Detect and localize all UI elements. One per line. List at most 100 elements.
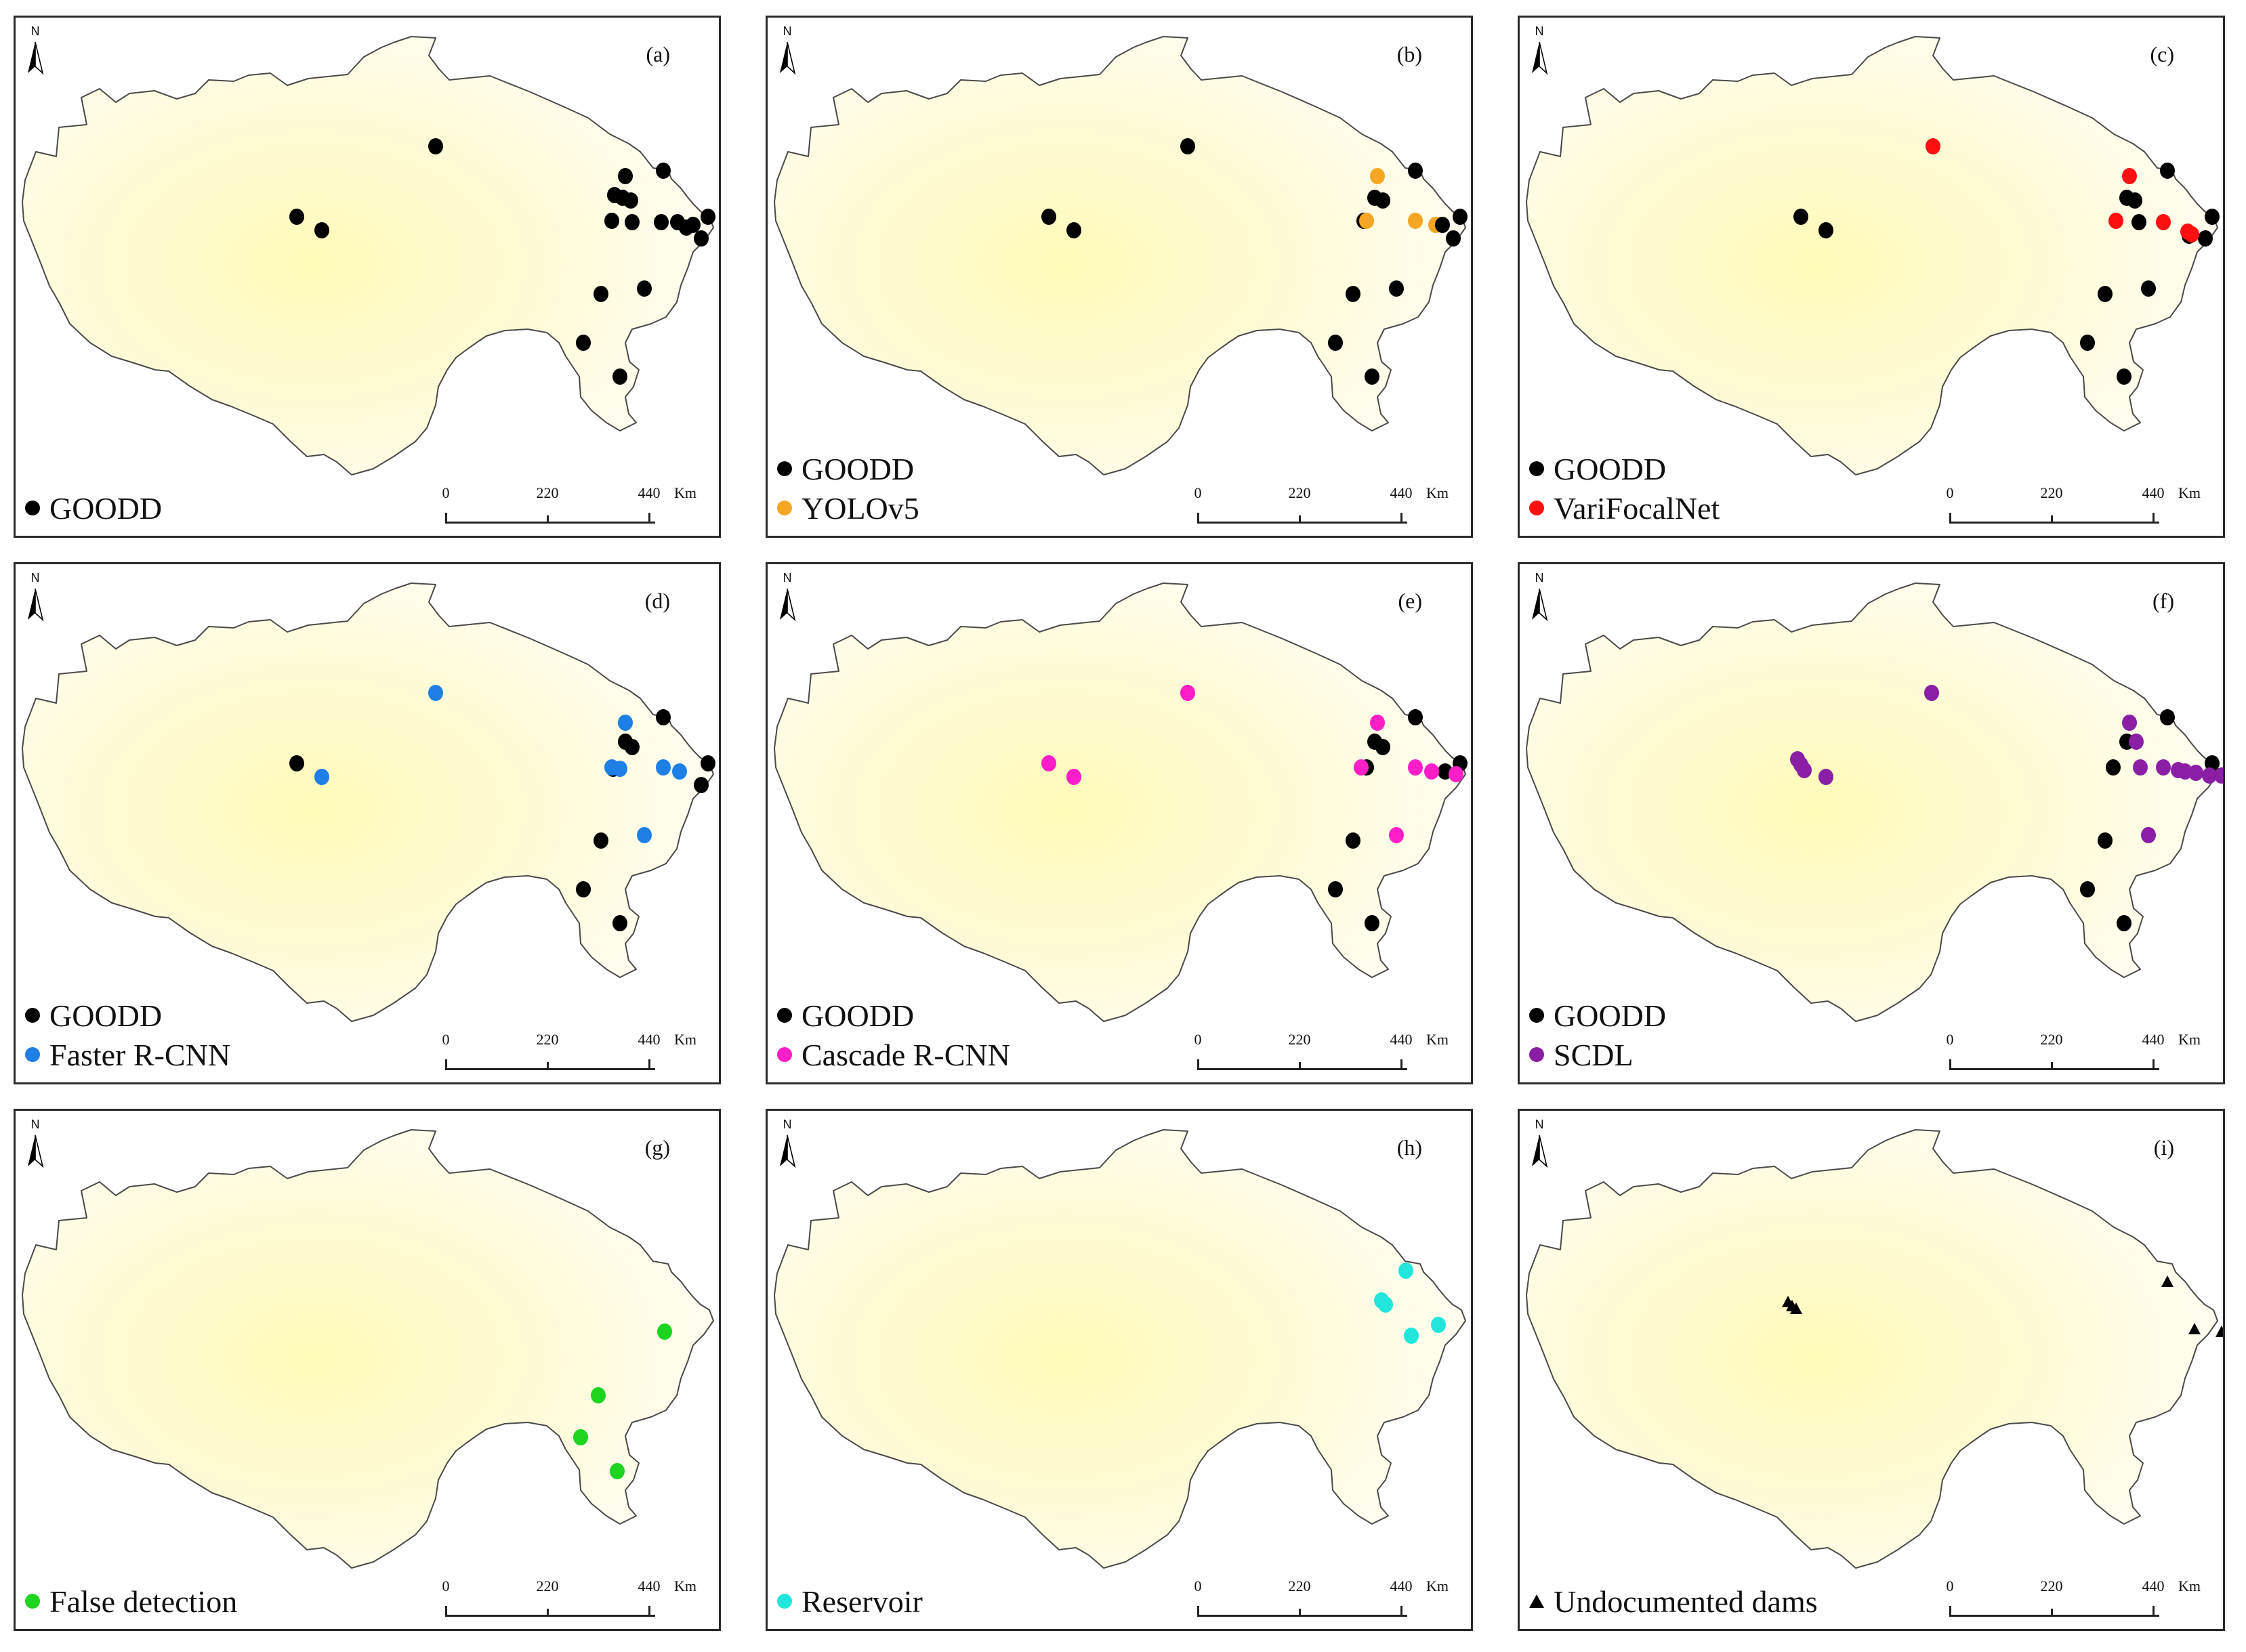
scale-tick-label: 220 — [1288, 1031, 1311, 1048]
dam-marker — [612, 761, 627, 777]
dam-marker — [1446, 230, 1461, 247]
scale-bar-line — [1949, 522, 2159, 524]
scale-bar-line — [1197, 1615, 1407, 1617]
circle-marker-icon — [777, 501, 792, 515]
dam-marker — [1370, 715, 1385, 731]
province-boundary — [774, 36, 1466, 475]
scale-bar: 0 220 440 Km — [1194, 1025, 1449, 1073]
dam-marker — [591, 1387, 606, 1403]
legend-item: YOLOv5 — [777, 488, 919, 528]
legend-label: GOODD — [802, 998, 915, 1033]
north-arrow-icon: N — [24, 24, 47, 80]
map-panel-b: N (b) GOODD YOLOv5 0 220 440 Km — [766, 16, 1473, 538]
north-letter: N — [30, 24, 40, 38]
scale-unit: Km — [674, 484, 696, 501]
scale-tick-label: 0 — [1194, 1577, 1202, 1594]
legend-label: Faster R-CNN — [49, 1037, 231, 1072]
dam-marker — [2184, 226, 2199, 242]
dam-marker — [2160, 709, 2175, 725]
circle-marker-icon — [1529, 501, 1544, 515]
dam-marker — [428, 685, 443, 701]
dam-marker — [1370, 168, 1385, 184]
province-map — [1526, 1129, 2223, 1569]
dam-marker — [1346, 286, 1360, 302]
scale-tick — [1400, 513, 1402, 524]
dam-marker — [1389, 280, 1404, 297]
dam-marker — [2117, 915, 2131, 931]
dam-marker — [656, 163, 671, 179]
dam-marker — [1408, 759, 1423, 776]
scale-tick-label: 220 — [536, 1577, 559, 1594]
legend-label: GOODD — [802, 451, 915, 486]
dam-marker — [2156, 759, 2171, 776]
scale-tick-label: 440 — [1390, 1031, 1413, 1048]
undocumented-dam-marker — [2188, 1323, 2201, 1334]
scale-bar: 0 220 440 Km — [442, 1025, 696, 1073]
north-arrow-icon: N — [1528, 1118, 1551, 1173]
circle-marker-icon — [25, 501, 40, 515]
dam-marker — [1818, 222, 1833, 238]
scale-tick — [1400, 1606, 1402, 1617]
map-panel-a: N (a) GOODD 0 220 440 Km — [14, 16, 721, 538]
map-panel-d: N (d) GOODD Faster R-CNN 0 220 440 Km — [14, 562, 721, 1084]
province-map — [1526, 36, 2220, 475]
north-arrow-icon: N — [776, 24, 799, 80]
dam-marker — [694, 777, 709, 793]
dam-marker — [657, 1323, 672, 1340]
dam-marker — [1066, 222, 1081, 238]
north-arrow-icon: N — [1528, 24, 1551, 80]
scale-tick — [547, 1062, 549, 1070]
dam-marker — [428, 138, 443, 154]
scale-bar: 0 220 440 Km — [442, 1572, 696, 1619]
scale-tick — [1197, 1606, 1199, 1617]
dam-marker — [623, 192, 638, 209]
province-map — [774, 1129, 1466, 1569]
dam-marker — [1424, 763, 1439, 780]
scale-tick — [648, 1606, 650, 1617]
legend-item: VariFocalNet — [1529, 488, 1720, 528]
panel-label: (e) — [1398, 589, 1422, 613]
scale-tick-label: 0 — [1946, 484, 1954, 501]
dam-marker — [314, 769, 329, 785]
dam-marker — [594, 286, 608, 302]
north-letter: N — [30, 571, 40, 585]
scale-unit: Km — [2178, 1577, 2201, 1594]
dam-marker — [2205, 209, 2220, 225]
dam-marker — [2133, 759, 2148, 776]
dam-marker — [2205, 755, 2220, 771]
scale-tick-label: 440 — [2142, 484, 2165, 501]
legend: GOODD SCDL — [1529, 996, 1666, 1074]
panel-label: (a) — [646, 42, 670, 66]
panel-label: (i) — [2153, 1135, 2174, 1160]
scale-tick-label: 440 — [2142, 1577, 2165, 1594]
scale-tick — [2051, 1609, 2053, 1617]
north-arrow-icon: N — [776, 1118, 799, 1173]
undocumented-dam-marker — [1790, 1302, 1802, 1314]
scale-tick — [1949, 1059, 1951, 1070]
dam-marker — [2098, 832, 2113, 849]
dam-marker — [2198, 230, 2213, 247]
legend-item: GOODD — [777, 449, 919, 488]
legend-label: Cascade R-CNN — [802, 1037, 1010, 1072]
scale-unit: Km — [2178, 484, 2201, 501]
circle-marker-icon — [777, 1047, 792, 1062]
dam-marker — [1818, 769, 1833, 785]
north-arrow-icon: N — [1528, 571, 1551, 627]
legend-label: GOODD — [49, 490, 163, 526]
scale-tick — [1400, 1059, 1402, 1070]
dam-marker — [1926, 138, 1940, 154]
north-letter: N — [1535, 24, 1544, 38]
map-panel-e: N (e) GOODD Cascade R-CNN 0 220 440 Km — [766, 562, 1473, 1084]
scale-bar-line — [1949, 1068, 2159, 1070]
dam-marker — [1365, 915, 1379, 931]
legend: GOODD Cascade R-CNN — [777, 996, 1010, 1074]
panel-label: (b) — [1396, 42, 1422, 66]
dam-marker — [672, 763, 687, 780]
legend: GOODD VariFocalNet — [1529, 449, 1720, 528]
dam-marker — [612, 368, 627, 385]
scale-tick — [1197, 513, 1199, 524]
scale-unit: Km — [2178, 1031, 2201, 1048]
scale-tick-label: 440 — [2142, 1031, 2165, 1048]
scale-tick — [2153, 1059, 2155, 1070]
dam-marker — [2202, 767, 2217, 784]
